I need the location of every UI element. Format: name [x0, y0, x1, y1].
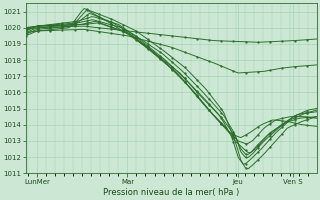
- X-axis label: Pression niveau de la mer( hPa ): Pression niveau de la mer( hPa ): [103, 188, 239, 197]
